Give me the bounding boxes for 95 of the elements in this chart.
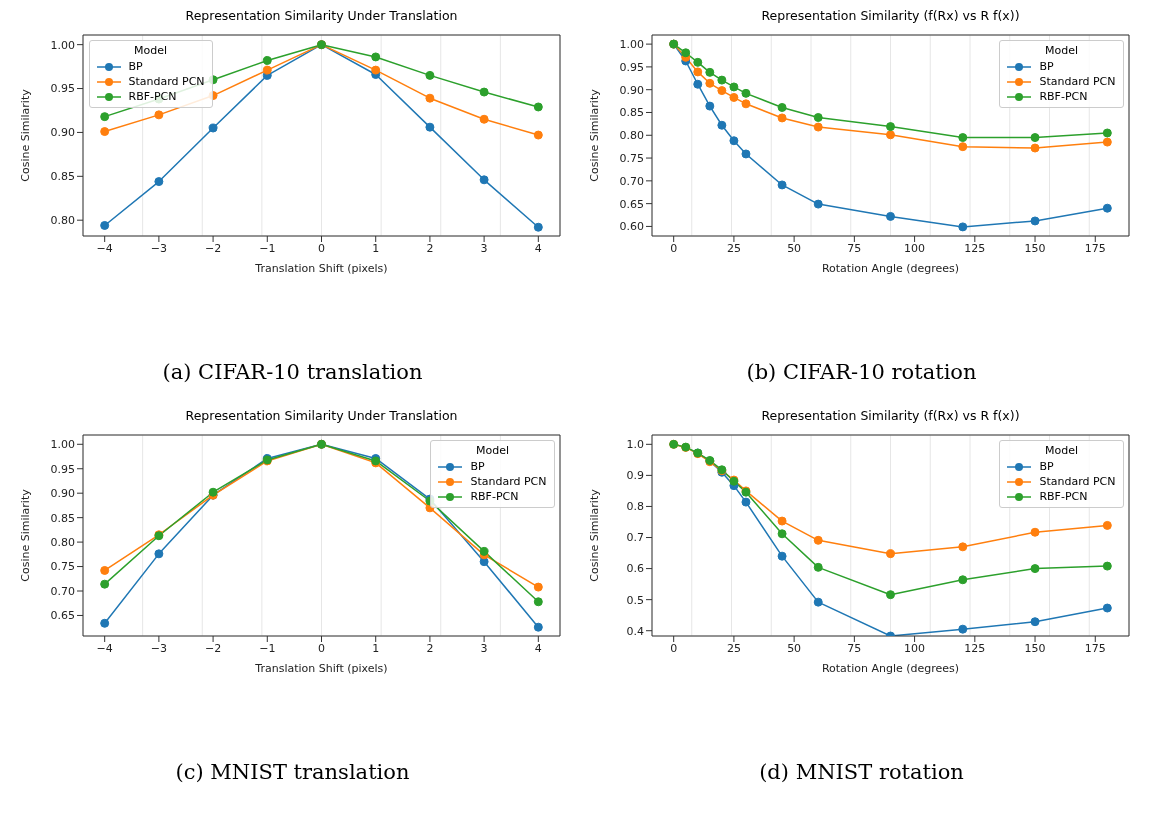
y-tick-label: 0.85 (50, 511, 75, 525)
x-tick-label: 25 (726, 641, 741, 655)
legend-label: RBF-PCN (1039, 489, 1088, 504)
x-tick-label: 175 (1084, 641, 1106, 655)
legend-title: Model (1043, 44, 1079, 57)
x-tick-label: 175 (1084, 241, 1106, 255)
x-tick-label: 75 (846, 241, 861, 255)
y-tick-label: 1.0 (626, 438, 644, 452)
x-tick-label: −1 (258, 241, 275, 255)
y-tick-label: 1.00 (619, 38, 644, 52)
y-tick-label: 0.80 (619, 129, 644, 143)
y-tick-label: 1.00 (50, 38, 75, 52)
x-tick-label: −4 (96, 241, 113, 255)
legend-label: BP (1039, 459, 1054, 474)
x-tick-label: 3 (480, 641, 488, 655)
x-tick-label: −3 (150, 241, 167, 255)
y-tick-label: 0.65 (50, 609, 75, 623)
text: (d) MNIST rotation (759, 760, 964, 784)
y-axis-title: Cosine Similarity (587, 488, 601, 582)
x-tick-label: 125 (963, 641, 985, 655)
chart-title: Representation Similarity (f(Rx) vs R f(x)) (760, 8, 1021, 25)
legend-label: Standard PCN (128, 74, 205, 89)
y-tick-label: 0.90 (619, 83, 644, 97)
chart-title: Representation Similarity Under Translation (184, 8, 459, 25)
x-axis-title: Translation Shift (pixels) (253, 262, 388, 275)
legend-label: Standard PCN (1039, 474, 1116, 489)
x-tick-label: 50 (786, 641, 801, 655)
x-tick-label: 4 (534, 641, 542, 655)
x-tick-label: 0 (317, 641, 325, 655)
y-tick-label: 0.5 (626, 593, 644, 607)
y-tick-label: 0.7 (626, 531, 644, 545)
y-tick-label: 0.9 (626, 469, 644, 483)
y-tick-label: 0.60 (619, 220, 644, 234)
y-tick-label: 0.95 (50, 82, 75, 96)
x-tick-label: 0 (669, 641, 677, 655)
x-tick-label: 2 (425, 241, 433, 255)
chart-title: Representation Similarity (f(Rx) vs R f(x)) (760, 408, 1021, 425)
x-axis-title: Rotation Angle (degrees) (821, 662, 959, 675)
x-tick-label: 100 (903, 241, 925, 255)
y-tick-label: 0.80 (50, 536, 75, 550)
x-tick-label: 1 (371, 241, 379, 255)
y-tick-label: 0.85 (50, 170, 75, 184)
text: (b) CIFAR-10 rotation (746, 360, 977, 384)
y-tick-label: 0.6 (626, 562, 644, 576)
x-tick-label: 0 (317, 241, 325, 255)
legend-title: Model (1043, 444, 1079, 457)
y-tick-label: 0.65 (619, 197, 644, 211)
text: (c) MNIST translation (175, 760, 410, 784)
x-tick-label: 25 (726, 241, 741, 255)
x-tick-label: −2 (204, 641, 221, 655)
y-tick-label: 0.80 (50, 214, 75, 228)
y-tick-label: 0.8 (626, 500, 644, 514)
x-tick-label: 0 (669, 241, 677, 255)
x-tick-label: 150 (1024, 641, 1046, 655)
legend-label: RBF-PCN (128, 89, 177, 104)
x-axis-title: Rotation Angle (degrees) (821, 262, 959, 275)
y-axis-title: Cosine Similarity (587, 88, 601, 182)
x-tick-label: 125 (963, 241, 985, 255)
y-tick-label: 1.00 (50, 438, 75, 452)
y-axis-title: Cosine Similarity (18, 488, 32, 582)
legend-label: Standard PCN (470, 474, 547, 489)
y-tick-label: 0.90 (50, 126, 75, 140)
x-tick-label: −3 (150, 641, 167, 655)
y-tick-label: 0.4 (626, 624, 644, 638)
x-tick-label: −4 (96, 641, 113, 655)
text: (a) CIFAR-10 translation (162, 360, 423, 384)
x-tick-label: 50 (786, 241, 801, 255)
x-tick-label: 1 (371, 641, 379, 655)
x-tick-label: −1 (258, 641, 275, 655)
y-axis-title: Cosine Similarity (18, 88, 32, 182)
legend-title: Model (474, 444, 510, 457)
legend-label: Standard PCN (1039, 74, 1116, 89)
x-tick-label: 3 (480, 241, 488, 255)
y-tick-label: 0.90 (50, 487, 75, 501)
y-tick-label: 0.95 (50, 462, 75, 476)
x-tick-label: −2 (204, 241, 221, 255)
y-tick-label: 0.95 (619, 60, 644, 74)
y-tick-label: 0.75 (619, 151, 644, 165)
y-tick-label: 0.85 (619, 106, 644, 120)
x-axis-title: Translation Shift (pixels) (253, 662, 388, 675)
legend-label: BP (470, 459, 485, 474)
legend-label: RBF-PCN (470, 489, 519, 504)
y-tick-label: 0.75 (50, 560, 75, 574)
x-tick-label: 4 (534, 241, 542, 255)
legend-label: BP (1039, 59, 1054, 74)
x-tick-label: 100 (903, 641, 925, 655)
legend-label: RBF-PCN (1039, 89, 1088, 104)
chart-title: Representation Similarity Under Translation (184, 408, 459, 425)
y-tick-label: 0.70 (619, 174, 644, 188)
x-tick-label: 75 (846, 641, 861, 655)
legend-title: Model (133, 44, 169, 57)
x-tick-label: 2 (425, 641, 433, 655)
legend-label: BP (128, 59, 143, 74)
y-tick-label: 0.70 (50, 584, 75, 598)
x-tick-label: 150 (1024, 241, 1046, 255)
